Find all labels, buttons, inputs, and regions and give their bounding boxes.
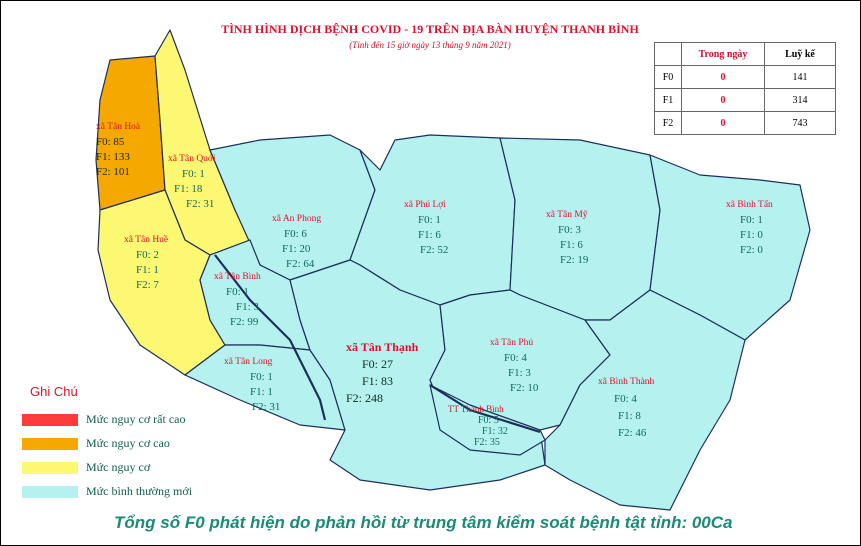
region-f1: F1: 1 (250, 386, 273, 398)
region-f2: F2: 10 (510, 382, 539, 394)
region-f0: F0: 1 (740, 214, 763, 226)
legend-label: Mức nguy cơ rất cao (86, 412, 186, 426)
map-title: TÌNH HÌNH DỊCH BỆNH COVID - 19 TRÊN ĐỊA … (221, 22, 639, 36)
label-tan-quoi: xã Tân Quới F0: 1 F1: 18 F2: 31 (168, 152, 216, 212)
label-phu-loi: xã Phú Lợi F0: 1 F1: 6 F2: 52 (404, 198, 448, 258)
stats-header-today: Trong ngày (681, 42, 765, 66)
region-name: xã Tân Thạnh (346, 340, 419, 354)
region-f2: F2: 101 (96, 166, 130, 178)
label-binh-thanh: xã Bình Thành F0: 4 F1: 8 F2: 46 (598, 374, 654, 442)
stats-header-total: Luỹ kế (764, 42, 836, 66)
label-an-phong: xã An Phong F0: 6 F1: 20 F2: 64 (272, 212, 321, 272)
region-f2: F2: 19 (560, 254, 589, 266)
region-name: xã Tân Huề (124, 235, 169, 245)
stats-header-blank (654, 42, 682, 66)
region-f2: F2: 99 (230, 316, 259, 328)
region-f1: F1: 32 (482, 426, 508, 437)
region-name: xã Tân Hoà (96, 122, 141, 132)
stats-row-f2: F2 0 743 (654, 111, 836, 135)
label-tan-phu: xã Tân Phú F0: 4 F1: 3 F2: 10 (490, 336, 538, 396)
region-f2: F2: 46 (618, 427, 647, 439)
region-f1: F1: 20 (282, 243, 311, 255)
stats-today: 0 (681, 111, 765, 135)
region-f0: F0: 27 (362, 357, 394, 371)
footer-note: Tổng số F0 phát hiện do phản hồi từ trun… (114, 513, 733, 532)
region-f1: F1: 3 (236, 301, 259, 313)
legend-label: Mức nguy cơ cao (86, 436, 170, 450)
legend-label: Mức nguy cơ (86, 460, 151, 474)
map-subtitle: (Tính đến 15 giờ ngày 13 tháng 9 năm 202… (349, 40, 511, 50)
region-f1: F1: 8 (618, 410, 641, 422)
region-name: TT Thanh Bình (448, 404, 504, 414)
region-f0: F0: 4 (504, 352, 527, 364)
region-f1: F1: 6 (418, 229, 441, 241)
legend-swatch-risk (22, 462, 78, 474)
region-f1: F1: 3 (508, 367, 531, 379)
label-binh-tan: xã Bình Tấn F0: 1 F1: 0 F2: 0 (726, 198, 773, 258)
label-tan-hue: xã Tân Huề F0: 2 F1: 1 F2: 7 (124, 233, 168, 293)
label-tan-hoa: xã Tân Hoà F0: 85 F1: 133 F2: 101 (96, 120, 140, 180)
region-f1: F1: 1 (136, 264, 159, 276)
region-f2: F2: 248 (346, 391, 384, 405)
region-f2: F2: 31 (186, 198, 215, 210)
region-f2: F2: 52 (420, 244, 449, 256)
label-tan-long: xã Tân Long F0: 1 F1: 1 F2: 31 (224, 355, 280, 415)
region-binh-thanh[interactable] (544, 289, 746, 511)
stats-row-f1: F1 0 314 (654, 88, 836, 112)
region-f2: F2: 31 (252, 401, 281, 413)
stats-today: 0 (681, 65, 765, 89)
region-name: xã Tân Mỹ (546, 210, 588, 220)
region-name: xã Tân Phú (490, 338, 534, 348)
region-name: xã Tân Quới (168, 154, 216, 164)
legend-swatch-very-high (22, 414, 78, 426)
region-f0: F0: 1 (250, 371, 273, 383)
stats-header-row: Trong ngày Luỹ kế (654, 42, 836, 66)
label-tt-thanh-binh: TT Thanh Bình F0: 5 F1: 32 F2: 35 (448, 404, 508, 448)
stats-total: 743 (764, 111, 836, 135)
region-f1: F1: 83 (362, 374, 394, 388)
region-f1: F1: 133 (96, 151, 130, 163)
region-name: xã Phú Lợi (404, 200, 446, 210)
stats-label: F2 (654, 111, 682, 135)
label-tan-my: xã Tân Mỹ F0: 3 F1: 6 F2: 19 (546, 208, 588, 268)
stats-label: F0 (654, 65, 682, 89)
legend-swatch-normal (22, 486, 78, 498)
label-tan-binh: xã Tân Bình F0: 1 F1: 3 F2: 99 (214, 270, 261, 330)
label-tan-thanh: xã Tân Thạnh F0: 27 F1: 83 F2: 248 (346, 339, 418, 407)
legend-swatch-high (22, 438, 78, 450)
region-f0: F0: 1 (226, 286, 249, 298)
region-f2: F2: 64 (286, 258, 315, 270)
region-f0: F0: 3 (558, 224, 581, 236)
region-f0: F0: 4 (614, 393, 637, 405)
region-binh-tan[interactable] (649, 154, 811, 341)
region-f2: F2: 7 (136, 279, 159, 291)
region-f0: F0: 1 (182, 168, 205, 180)
stats-row-f0: F0 0 141 (654, 65, 836, 89)
region-f2: F2: 35 (474, 437, 500, 448)
region-name: xã Bình Tấn (726, 200, 773, 210)
region-f0: F0: 6 (284, 228, 307, 240)
region-f0: F0: 85 (96, 136, 125, 148)
stats-today: 0 (681, 88, 765, 112)
region-f1: F1: 6 (560, 239, 583, 251)
region-f0: F0: 5 (478, 415, 499, 426)
stats-total: 141 (764, 65, 836, 89)
stats-total: 314 (764, 88, 836, 112)
legend-title: Ghi Chú (30, 384, 78, 399)
stats-label: F1 (654, 88, 682, 112)
region-f1: F1: 0 (740, 229, 763, 241)
river-line (214, 254, 327, 421)
region-name: xã Tân Bình (214, 272, 261, 282)
region-f0: F0: 1 (418, 214, 441, 226)
legend-label: Mức bình thường mới (86, 484, 193, 498)
region-name: xã Bình Thành (598, 377, 655, 387)
region-f2: F2: 0 (740, 244, 763, 256)
river-line-2 (429, 384, 541, 434)
region-name: xã Tân Long (224, 357, 273, 367)
region-name: xã An Phong (272, 214, 322, 224)
region-f0: F0: 2 (136, 249, 159, 261)
stats-table: Trong ngày Luỹ kế F0 0 141 F1 0 314 F2 0… (654, 42, 836, 135)
region-f1: F1: 18 (174, 183, 203, 195)
